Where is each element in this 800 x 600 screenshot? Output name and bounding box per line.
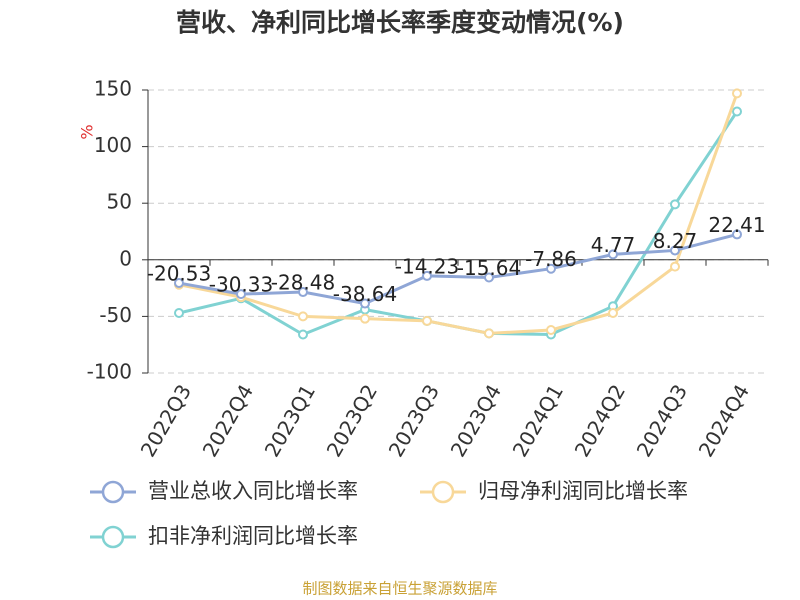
data-point bbox=[608, 308, 618, 319]
x-tick-label: 2024Q1 bbox=[508, 380, 568, 461]
data-point bbox=[608, 249, 618, 260]
series-line bbox=[178, 110, 739, 337]
x-tick-label: 2024Q2 bbox=[570, 380, 630, 461]
data-point bbox=[670, 261, 680, 272]
data-point bbox=[484, 328, 494, 339]
x-tick-label: 2022Q3 bbox=[136, 380, 196, 461]
chart-title: 营收、净利同比增长率季度变动情况(%) bbox=[176, 8, 624, 37]
y-tick-label: -100 bbox=[87, 360, 132, 384]
data-label: 4.77 bbox=[591, 233, 636, 257]
y-tick-label: 150 bbox=[94, 77, 132, 101]
data-label: -14.23 bbox=[395, 254, 459, 278]
data-label: -15.64 bbox=[457, 256, 521, 280]
x-tick-label: 2023Q1 bbox=[260, 380, 320, 461]
x-tick-label: 2024Q4 bbox=[694, 380, 754, 461]
y-tick-label: -50 bbox=[99, 303, 132, 327]
data-point bbox=[732, 106, 742, 117]
legend-marker bbox=[101, 525, 125, 549]
x-tick-label: 2022Q4 bbox=[198, 380, 258, 461]
data-point bbox=[670, 199, 680, 210]
x-tick-label: 2024Q3 bbox=[632, 380, 692, 461]
legend-marker bbox=[101, 480, 125, 504]
legend-label: 归母净利润同比增长率 bbox=[478, 479, 688, 503]
data-point bbox=[298, 287, 308, 298]
data-point bbox=[732, 88, 742, 99]
x-tick-label: 2023Q3 bbox=[384, 380, 444, 461]
x-tick-label: 2023Q2 bbox=[322, 380, 382, 461]
data-point bbox=[422, 315, 432, 326]
y-tick-label: 0 bbox=[119, 246, 132, 270]
data-point bbox=[360, 313, 370, 324]
data-point bbox=[174, 278, 184, 289]
data-point bbox=[546, 324, 556, 335]
data-point bbox=[298, 329, 308, 340]
data-point bbox=[484, 272, 494, 283]
data-label: -30.33 bbox=[209, 273, 273, 297]
y-axis-label: % bbox=[78, 124, 97, 139]
data-label: -38.64 bbox=[333, 282, 397, 306]
y-tick-label: 50 bbox=[107, 190, 132, 214]
data-point bbox=[546, 263, 556, 274]
data-point bbox=[732, 229, 742, 240]
legend-label: 营业总收入同比增长率 bbox=[148, 479, 358, 503]
data-point bbox=[360, 298, 370, 309]
legend-label: 扣非净利润同比增长率 bbox=[148, 524, 358, 548]
data-point bbox=[174, 308, 184, 319]
data-label: -20.53 bbox=[147, 262, 211, 286]
data-label: 8.27 bbox=[653, 229, 698, 253]
data-label: -7.86 bbox=[525, 247, 577, 271]
data-point bbox=[236, 289, 246, 300]
data-point bbox=[298, 311, 308, 322]
source-note: 制图数据来自恒生聚源数据库 bbox=[302, 580, 497, 598]
data-label: -28.48 bbox=[271, 271, 335, 295]
data-point bbox=[422, 270, 432, 281]
y-tick-label: 100 bbox=[94, 133, 132, 157]
legend-marker bbox=[431, 480, 455, 504]
data-label: 22.41 bbox=[708, 213, 765, 237]
data-point bbox=[670, 245, 680, 256]
series-line bbox=[178, 232, 738, 306]
x-tick-label: 2023Q4 bbox=[446, 380, 506, 461]
series-line bbox=[178, 92, 739, 335]
